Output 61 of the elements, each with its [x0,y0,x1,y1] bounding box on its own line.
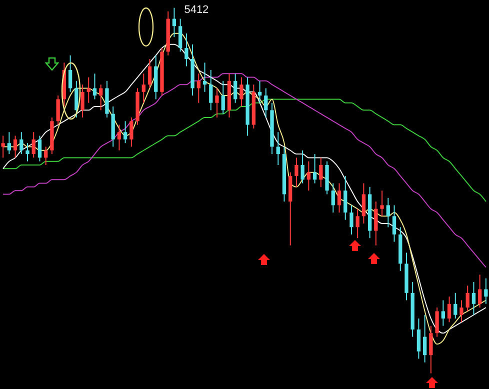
candlestick [466,285,470,312]
candlestick [209,69,213,111]
candlestick [234,73,238,104]
candlestick [172,7,176,38]
annotation: 5412 [184,4,209,16]
candlestick [38,135,42,162]
candlestick [294,157,298,188]
candlestick [202,62,207,92]
candlestick [148,58,152,89]
candlestick [319,157,323,188]
candlestick [221,80,225,114]
candlestick [123,120,128,144]
candlestick [20,132,24,155]
candlestick [26,142,30,162]
candlestick [1,135,5,158]
candlestick [356,208,360,239]
candlestick [386,197,390,228]
candlestick [215,88,219,118]
candlestick [44,146,48,166]
candlestick [429,325,433,374]
candlestick [68,54,72,92]
candlestick [337,182,342,214]
candlestick [344,175,348,220]
candlestick [240,76,244,108]
candlestick [435,307,439,338]
candlestick [422,314,427,363]
candlestick [392,204,396,242]
candlestick [264,88,268,118]
candlestick [460,300,464,323]
candlestick [99,84,103,111]
candlestick [184,32,188,67]
candlestick [80,84,84,118]
candlestick [374,201,378,246]
candlestick [74,80,78,118]
candlestick [56,95,60,126]
candlestick [86,76,90,104]
candlestick [454,292,458,320]
candlestick [441,300,445,326]
candlestick [362,182,366,224]
candlestick [472,281,476,316]
candlestick [331,182,335,214]
candlestick [306,160,311,192]
candlestick [350,204,354,235]
candlestick [380,190,384,217]
candlestick [312,154,317,184]
candlestick [7,132,12,155]
candlestick [258,80,262,104]
candlestick [484,278,488,304]
candlestick [416,318,421,360]
candlestick [447,296,452,323]
candlestick [196,73,200,104]
candlestick [130,116,134,148]
candlestick [178,18,182,52]
candlestick [32,132,36,158]
candlestick [142,73,146,104]
candlestick [478,274,482,308]
candlestick [13,135,18,158]
candlestick [92,73,97,100]
candlestick [300,150,304,184]
candlestick [276,132,280,166]
candlestick [117,124,122,151]
